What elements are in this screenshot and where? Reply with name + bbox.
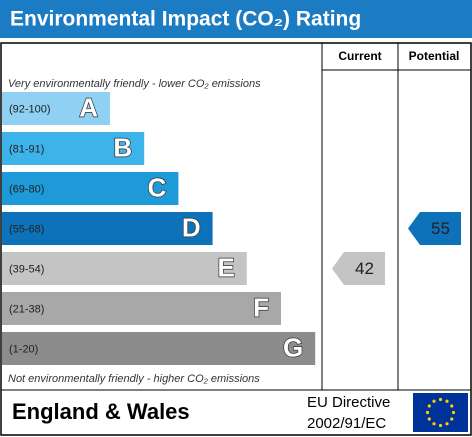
band-range: (1-20) (9, 343, 38, 355)
title-bar (0, 0, 472, 38)
band (2, 332, 316, 365)
flag-star (451, 410, 456, 415)
frame (0, 42, 472, 436)
column-header: Current (338, 49, 381, 63)
rating-value: 42 (355, 259, 374, 278)
bottom-note: Not environmentally friendly - higher CO… (8, 373, 260, 385)
region: England & Wales (12, 399, 190, 424)
flag-star (425, 410, 430, 415)
band-letter: F (253, 292, 269, 322)
band (2, 292, 281, 325)
band (2, 212, 213, 245)
flag-star (445, 399, 449, 403)
band (2, 132, 145, 165)
band-letter: A (79, 92, 98, 122)
directive: 2002/91/EC (307, 415, 386, 432)
band-range: (21-38) (9, 303, 44, 315)
directive: EU Directive (307, 394, 390, 411)
flag-star (427, 404, 431, 408)
band-range: (55-68) (9, 223, 44, 235)
band (2, 172, 179, 205)
rating-value: 55 (431, 219, 450, 238)
band (2, 252, 247, 285)
band (2, 92, 110, 125)
flag-star (450, 417, 454, 421)
band-letter: E (217, 252, 234, 282)
flag-star (445, 422, 449, 426)
flag-star (432, 399, 436, 403)
flag-star (438, 423, 443, 428)
flag-star (427, 417, 431, 421)
flag-star (432, 422, 436, 426)
flag-star (450, 404, 454, 408)
flag-star (438, 397, 443, 402)
band-range: (92-100) (9, 103, 51, 115)
title: Environmental Impact (CO₂) Rating (10, 8, 361, 31)
band-letter: G (283, 332, 303, 362)
rating-arrow (408, 212, 461, 245)
band-range: (69-80) (9, 183, 44, 195)
rating-arrow (332, 252, 385, 285)
band-letter: C (148, 172, 167, 202)
band-letter: B (113, 132, 132, 162)
column-header: Potential (409, 49, 460, 63)
top-note: Very environmentally friendly - lower CO… (8, 78, 261, 90)
band-range: (81-91) (9, 143, 44, 155)
band-letter: D (182, 212, 201, 242)
band-range: (39-54) (9, 263, 44, 275)
